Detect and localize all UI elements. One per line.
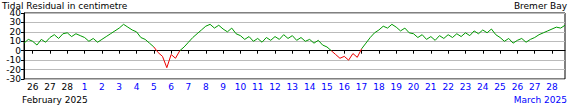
svg-text:40: 40 [10,8,22,18]
svg-text:4: 4 [134,82,140,92]
svg-text:8: 8 [203,82,209,92]
svg-text:25: 25 [494,82,505,92]
svg-text:16: 16 [339,82,351,92]
svg-text:1: 1 [82,82,88,92]
svg-text:13: 13 [287,82,298,92]
svg-text:20: 20 [408,82,420,92]
svg-text:12: 12 [269,82,280,92]
svg-text:7: 7 [186,82,192,92]
svg-text:21: 21 [425,82,436,92]
svg-text:10: 10 [10,36,22,46]
svg-text:30: 30 [10,17,22,27]
svg-text:22: 22 [442,82,453,92]
svg-text:Tidal Residual in centimetre: Tidal Residual in centimetre [2,0,128,11]
svg-text:28: 28 [62,82,74,92]
svg-text:5: 5 [151,82,157,92]
svg-text:28: 28 [546,82,558,92]
svg-text:24: 24 [477,82,489,92]
svg-text:26: 26 [512,82,524,92]
svg-text:6: 6 [168,82,174,92]
svg-text:10: 10 [235,82,247,92]
svg-text:23: 23 [460,82,471,92]
svg-text:27: 27 [529,82,540,92]
svg-text:Bremer Bay: Bremer Bay [514,1,568,11]
svg-text:-20: -20 [6,65,21,75]
svg-text:-10: -10 [6,55,21,65]
svg-text:3: 3 [116,82,122,92]
svg-text:18: 18 [373,82,385,92]
svg-text:26: 26 [27,82,39,92]
svg-text:11: 11 [252,82,263,92]
svg-text:19: 19 [390,82,402,92]
svg-text:March 2025: March 2025 [514,95,567,105]
svg-text:2: 2 [99,82,105,92]
svg-text:0: 0 [15,46,21,56]
svg-text:17: 17 [356,82,367,92]
svg-text:27: 27 [44,82,55,92]
svg-text:14: 14 [304,82,316,92]
svg-text:9: 9 [220,82,226,92]
svg-text:20: 20 [10,27,22,37]
svg-text:February 2025: February 2025 [22,95,88,105]
svg-text:15: 15 [321,82,332,92]
svg-text:-30: -30 [6,74,21,84]
